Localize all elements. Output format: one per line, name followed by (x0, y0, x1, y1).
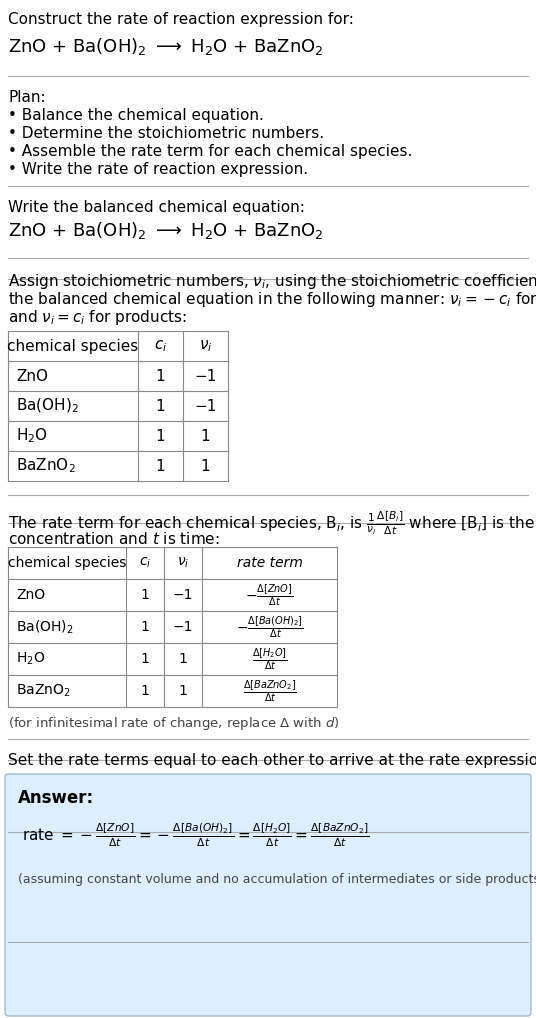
Text: Answer:: Answer: (18, 789, 94, 807)
Text: $-\frac{\Delta[Ba(OH)_2]}{\Delta t}$: $-\frac{\Delta[Ba(OH)_2]}{\Delta t}$ (236, 614, 303, 640)
Text: 1: 1 (200, 429, 210, 444)
Text: Construct the rate of reaction expression for:: Construct the rate of reaction expressio… (8, 12, 354, 27)
Text: 1: 1 (178, 684, 188, 698)
Text: −1: −1 (173, 588, 193, 602)
Text: ZnO: ZnO (16, 369, 48, 384)
Text: Set the rate terms equal to each other to arrive at the rate expression:: Set the rate terms equal to each other t… (8, 753, 536, 768)
FancyBboxPatch shape (5, 774, 531, 1016)
Text: ZnO: ZnO (16, 588, 45, 602)
Text: H$_2$O: H$_2$O (16, 427, 48, 445)
Text: the balanced chemical equation in the following manner: $\nu_i = -c_i$ for react: the balanced chemical equation in the fo… (8, 290, 536, 309)
Text: • Determine the stoichiometric numbers.: • Determine the stoichiometric numbers. (8, 126, 324, 142)
Text: 1: 1 (155, 429, 165, 444)
Text: BaZnO$_2$: BaZnO$_2$ (16, 457, 76, 475)
Text: • Balance the chemical equation.: • Balance the chemical equation. (8, 108, 264, 123)
Text: $\nu_i$: $\nu_i$ (199, 338, 212, 354)
Text: 1: 1 (140, 620, 150, 634)
Text: Assign stoichiometric numbers, $\nu_i$, using the stoichiometric coefficients, $: Assign stoichiometric numbers, $\nu_i$, … (8, 272, 536, 291)
Text: 1: 1 (140, 684, 150, 698)
Text: $\nu_i$: $\nu_i$ (177, 556, 189, 570)
Text: 1: 1 (200, 458, 210, 473)
Text: 1: 1 (155, 458, 165, 473)
Text: −1: −1 (173, 620, 193, 634)
Text: chemical species: chemical species (8, 556, 126, 570)
Text: $c_i$: $c_i$ (154, 338, 167, 354)
Text: ZnO + Ba(OH)$_2$ $\longrightarrow$ H$_2$O + BaZnO$_2$: ZnO + Ba(OH)$_2$ $\longrightarrow$ H$_2$… (8, 220, 324, 241)
Text: chemical species: chemical species (8, 339, 139, 353)
Text: (assuming constant volume and no accumulation of intermediates or side products): (assuming constant volume and no accumul… (18, 873, 536, 886)
Text: $\frac{\Delta[BaZnO_2]}{\Delta t}$: $\frac{\Delta[BaZnO_2]}{\Delta t}$ (243, 678, 296, 703)
Text: $c_i$: $c_i$ (139, 556, 151, 570)
Text: concentration and $t$ is time:: concentration and $t$ is time: (8, 531, 220, 547)
Text: 1: 1 (155, 369, 165, 384)
Text: and $\nu_i = c_i$ for products:: and $\nu_i = c_i$ for products: (8, 308, 187, 327)
Text: Ba(OH)$_2$: Ba(OH)$_2$ (16, 397, 79, 415)
Text: $\frac{\Delta[H_2O]}{\Delta t}$: $\frac{\Delta[H_2O]}{\Delta t}$ (251, 646, 287, 672)
Text: Plan:: Plan: (8, 90, 46, 105)
Text: • Assemble the rate term for each chemical species.: • Assemble the rate term for each chemic… (8, 144, 412, 159)
Text: 1: 1 (155, 398, 165, 413)
Text: −1: −1 (195, 369, 217, 384)
Text: BaZnO$_2$: BaZnO$_2$ (16, 683, 71, 699)
Text: ZnO + Ba(OH)$_2$ $\longrightarrow$ H$_2$O + BaZnO$_2$: ZnO + Ba(OH)$_2$ $\longrightarrow$ H$_2$… (8, 36, 324, 57)
Text: H$_2$O: H$_2$O (16, 651, 45, 667)
Text: rate term: rate term (236, 556, 302, 570)
Text: Write the balanced chemical equation:: Write the balanced chemical equation: (8, 200, 305, 215)
Text: The rate term for each chemical species, B$_i$, is $\frac{1}{\nu_i}\frac{\Delta[: The rate term for each chemical species,… (8, 509, 536, 536)
Text: 1: 1 (140, 588, 150, 602)
Text: −1: −1 (195, 398, 217, 413)
Text: (for infinitesimal rate of change, replace Δ with $d$): (for infinitesimal rate of change, repla… (8, 715, 340, 732)
Text: $-\frac{\Delta[ZnO]}{\Delta t}$: $-\frac{\Delta[ZnO]}{\Delta t}$ (245, 582, 294, 608)
Text: rate $= -\frac{\Delta[ZnO]}{\Delta t} = -\frac{\Delta[Ba(OH)_2]}{\Delta t} = \fr: rate $= -\frac{\Delta[ZnO]}{\Delta t} = … (22, 821, 370, 849)
Text: 1: 1 (140, 652, 150, 666)
Text: 1: 1 (178, 652, 188, 666)
Text: Ba(OH)$_2$: Ba(OH)$_2$ (16, 618, 73, 635)
Text: • Write the rate of reaction expression.: • Write the rate of reaction expression. (8, 162, 308, 177)
